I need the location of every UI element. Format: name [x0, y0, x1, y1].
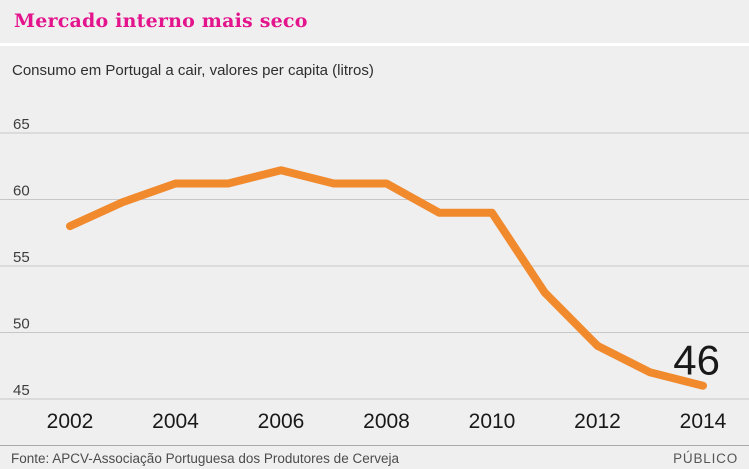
consumption-line: [66, 166, 707, 390]
x-tick-label-2012: 2012: [574, 410, 621, 433]
chart-footer: Fonte: APCV-Associação Portuguesa dos Pr…: [0, 445, 749, 469]
y-tick-label-55: 55: [13, 249, 30, 266]
y-tick-label-50: 50: [13, 316, 30, 333]
y-tick-label-65: 65: [13, 116, 30, 133]
x-tick-label-2008: 2008: [363, 410, 410, 433]
publisher-wordmark: PÚBLICO: [673, 451, 738, 466]
x-tick-label-2004: 2004: [152, 410, 199, 433]
source-note: Fonte: APCV-Associação Portuguesa dos Pr…: [11, 451, 399, 466]
x-tick-label-2010: 2010: [469, 410, 516, 433]
chart-subtitle: Consumo em Portugal a cair, valores per …: [12, 62, 374, 79]
x-tick-label-2002: 2002: [47, 410, 94, 433]
y-tick-label-60: 60: [13, 183, 30, 200]
y-tick-label-45: 45: [13, 382, 30, 399]
x-tick-label-2014: 2014: [680, 410, 727, 433]
x-tick-label-2006: 2006: [258, 410, 305, 433]
end-value-label: 46: [673, 337, 720, 384]
title-divider: [0, 43, 749, 46]
chart-title: Mercado interno mais seco: [14, 10, 308, 32]
